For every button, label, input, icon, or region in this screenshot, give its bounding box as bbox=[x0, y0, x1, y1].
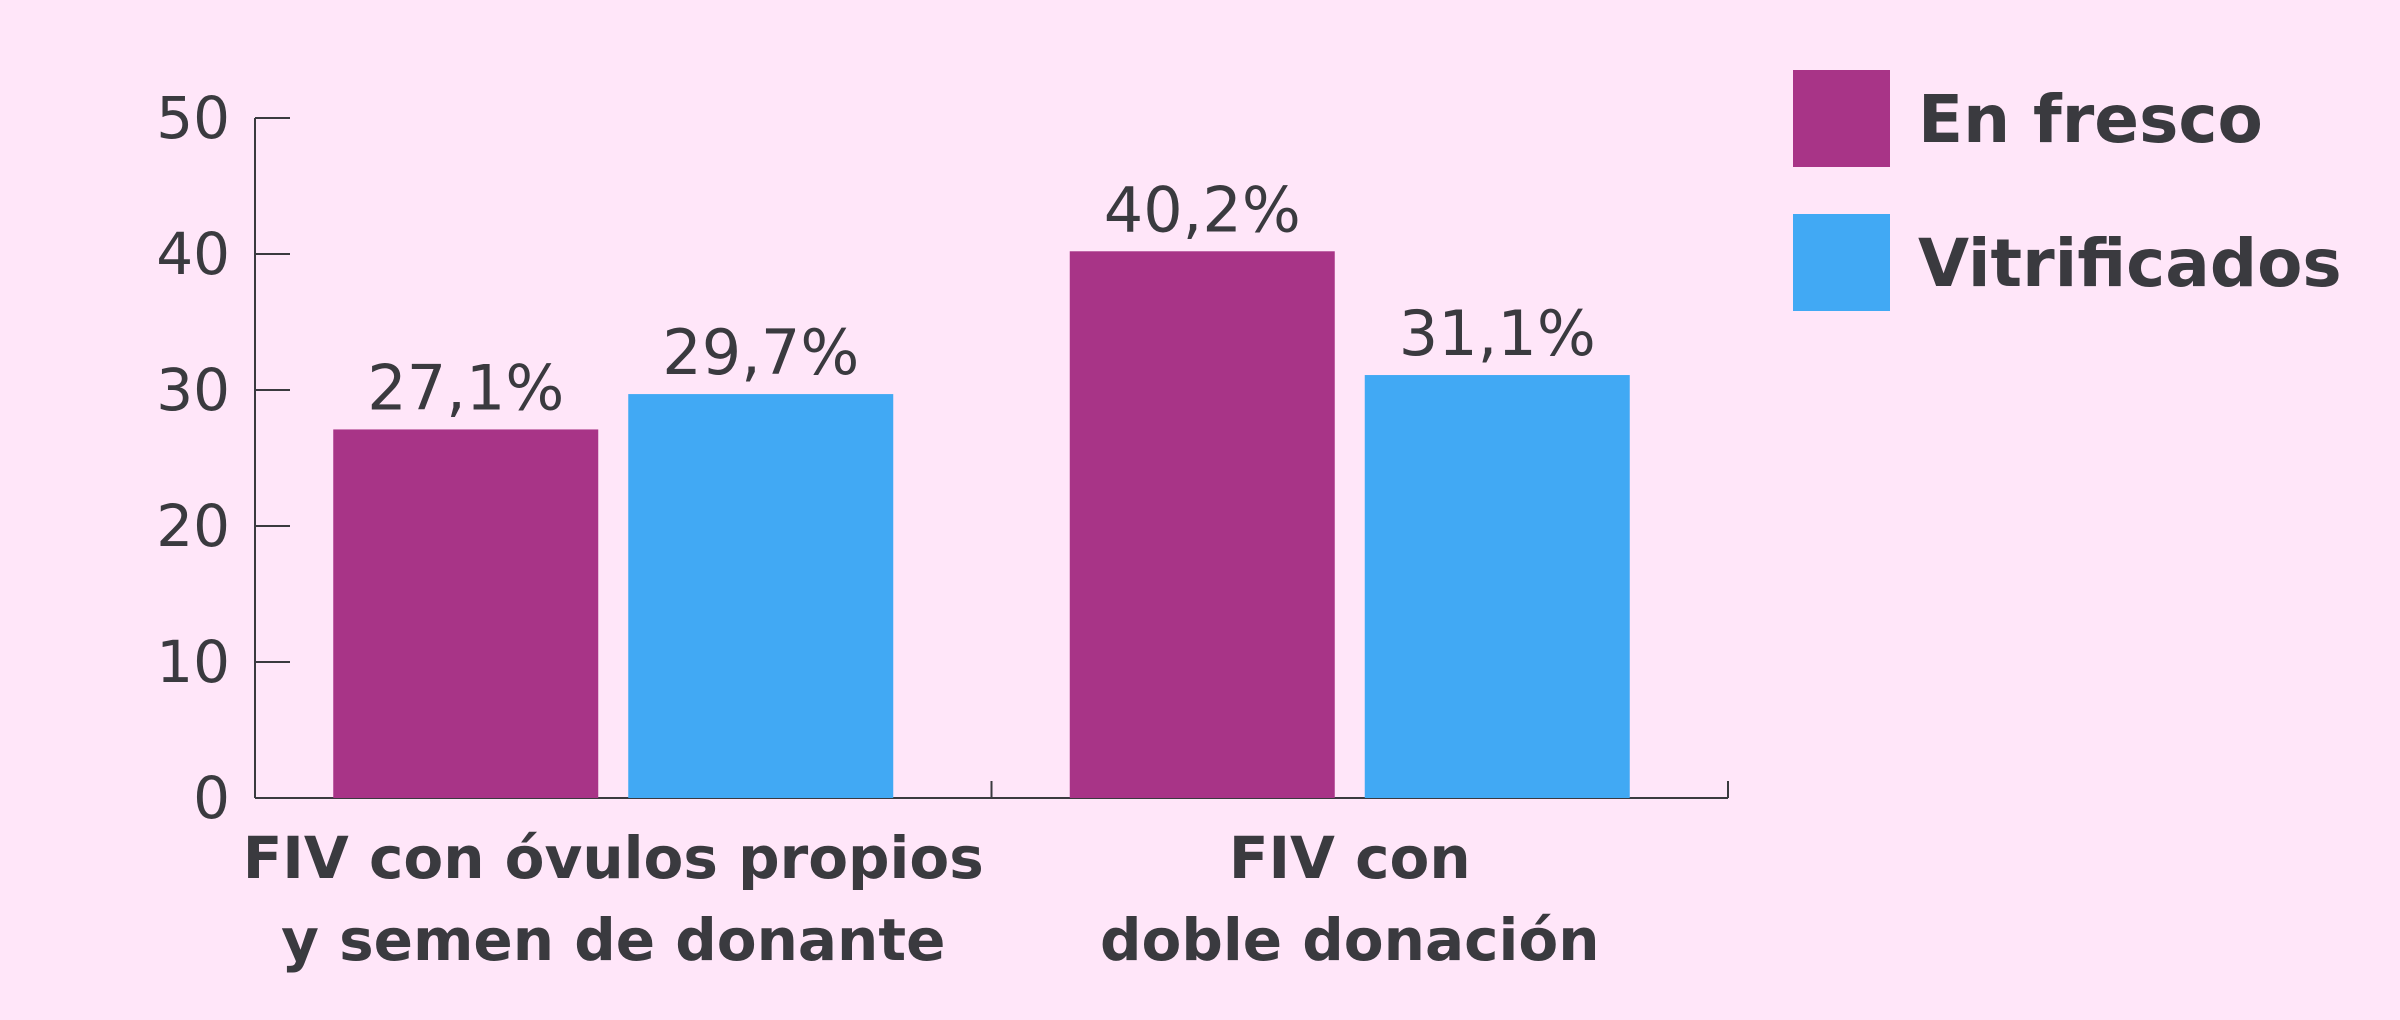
legend: En fresco Vitrificados bbox=[1793, 70, 2342, 311]
bar-vitrificados bbox=[1364, 375, 1630, 798]
y-tick-label: 0 bbox=[193, 764, 230, 832]
bar-value-label: 40,2% bbox=[1104, 173, 1301, 246]
y-tick-label: 10 bbox=[156, 628, 230, 696]
bar-en-fresco bbox=[1069, 251, 1335, 798]
legend-label: Vitrificados bbox=[1918, 225, 2342, 302]
y-tick-label: 40 bbox=[156, 220, 230, 288]
bars bbox=[333, 251, 1630, 798]
legend-swatch bbox=[1793, 70, 1890, 167]
y-tick-label: 20 bbox=[156, 492, 230, 560]
category-label: y semen de donante bbox=[281, 906, 945, 974]
category-label: FIV con bbox=[1229, 824, 1471, 892]
bar-en-fresco bbox=[333, 429, 599, 798]
bar-value-label: 29,7% bbox=[662, 316, 859, 389]
y-tick-label: 50 bbox=[156, 84, 230, 152]
bar-vitrificados bbox=[628, 394, 894, 798]
legend-swatch bbox=[1793, 214, 1890, 311]
bar-value-label: 31,1% bbox=[1399, 297, 1596, 370]
category-label: FIV con óvulos propios bbox=[243, 824, 984, 892]
legend-label: En fresco bbox=[1918, 81, 2263, 158]
y-tick-label: 30 bbox=[156, 356, 230, 424]
labels: 0 10 20 30 40 50 27,1% 29,7% FIV con óvulos prop… bbox=[156, 84, 1599, 974]
category-label: doble donación bbox=[1100, 906, 1600, 974]
bar-value-label: 27,1% bbox=[367, 351, 564, 424]
